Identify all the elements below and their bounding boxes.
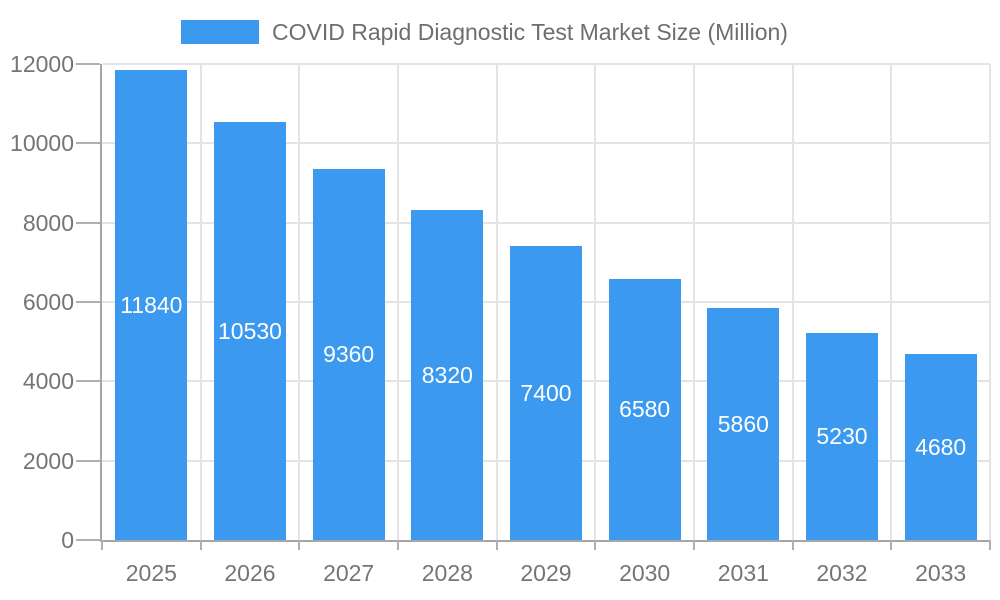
- x-axis-tick: [298, 540, 301, 550]
- grid-line-v: [298, 64, 301, 540]
- y-axis-tick-label: 10000: [10, 130, 74, 157]
- y-axis-tick: [76, 380, 100, 383]
- y-axis-tick-label: 0: [61, 527, 74, 553]
- x-axis-tick-label: 2032: [816, 560, 868, 586]
- x-axis-tick: [397, 540, 399, 550]
- grid-line-v: [397, 64, 399, 540]
- grid-line-v: [791, 64, 794, 540]
- bar-2032[interactable]: [806, 332, 878, 540]
- y-axis-tick-label: 12000: [10, 51, 74, 77]
- bar-value-label: 5860: [717, 410, 769, 437]
- x-axis-tick-label: 2025: [125, 560, 177, 586]
- y-axis-tick-label: 4000: [22, 368, 74, 395]
- bar-value-label: 6580: [619, 396, 671, 423]
- grid-line-v: [495, 64, 498, 540]
- y-axis-tick: [76, 459, 100, 462]
- x-axis-tick: [101, 540, 103, 550]
- y-axis-tick: [76, 539, 100, 541]
- bar-2026[interactable]: [214, 122, 286, 540]
- x-axis-tick-label: 2030: [619, 560, 671, 586]
- x-axis-tick-label: 2031: [717, 560, 769, 586]
- x-axis-tick-label: 2033: [915, 560, 967, 586]
- x-axis-tick-label: 2029: [520, 560, 572, 586]
- bar-2031[interactable]: [707, 307, 780, 540]
- grid-line-v: [199, 64, 202, 540]
- grid-line-h: [102, 142, 990, 145]
- x-axis-tick: [495, 540, 498, 550]
- bar-2029[interactable]: [510, 246, 582, 540]
- grid-line-h: [102, 221, 990, 224]
- grid-line-v: [693, 64, 695, 540]
- y-axis-tick: [76, 142, 100, 145]
- grid-line-v: [594, 64, 597, 540]
- y-axis-tick-label: 8000: [22, 209, 74, 236]
- x-axis-line: [100, 540, 990, 542]
- bar-2030[interactable]: [608, 278, 681, 540]
- x-axis-tick-label: 2026: [224, 560, 276, 586]
- grid-line-h: [102, 63, 990, 65]
- y-axis-line: [100, 64, 102, 540]
- x-axis-tick: [693, 540, 695, 550]
- bar-value-label: 9360: [323, 341, 375, 368]
- x-axis-tick: [890, 540, 893, 550]
- y-axis-tick: [76, 301, 100, 303]
- x-axis-tick-label: 2028: [421, 560, 473, 586]
- bar-value-label: 7400: [520, 380, 572, 407]
- chart-legend[interactable]: COVID Rapid Diagnostic Test Market Size …: [181, 20, 788, 44]
- grid-line-v: [989, 64, 991, 540]
- x-axis-tick: [594, 540, 597, 550]
- x-axis-tick-label: 2027: [323, 560, 375, 586]
- y-axis-tick: [76, 221, 100, 224]
- bar-value-label: 11840: [120, 292, 183, 319]
- bar-value-label: 5230: [816, 423, 868, 450]
- legend-swatch: [181, 20, 259, 44]
- x-axis-tick: [791, 540, 794, 550]
- bar-value-label: 10530: [218, 318, 282, 345]
- legend-label: COVID Rapid Diagnostic Test Market Size …: [272, 19, 788, 45]
- bar-value-label: 8320: [421, 361, 473, 388]
- y-axis-tick-label: 2000: [22, 447, 74, 474]
- bar-value-label: 4680: [915, 434, 967, 461]
- y-axis-tick-label: 6000: [22, 289, 74, 315]
- bar-2033[interactable]: [904, 354, 977, 540]
- bar-2025[interactable]: [115, 70, 188, 540]
- x-axis-tick: [989, 540, 991, 550]
- grid-line-v: [890, 64, 893, 540]
- bar-2028[interactable]: [411, 209, 484, 540]
- bar-2027[interactable]: [312, 168, 385, 540]
- y-axis-tick: [76, 63, 100, 65]
- x-axis-tick: [199, 540, 202, 550]
